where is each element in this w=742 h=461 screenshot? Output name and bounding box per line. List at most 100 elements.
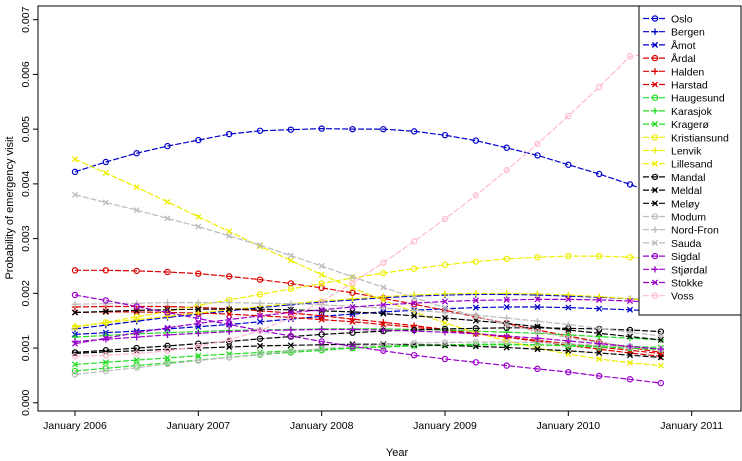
data-point-stokke: [472, 297, 479, 304]
data-point-oslo: [534, 152, 541, 159]
data-point-kragero: [71, 361, 79, 368]
data-point-meloy: [226, 343, 233, 351]
data-point-voss: [472, 192, 480, 199]
data-point-nord-fron: [626, 328, 634, 336]
data-point-voss: [133, 350, 140, 357]
legend-marker: [651, 252, 659, 260]
data-point-halden: [318, 312, 325, 319]
data-point-ardal: [133, 267, 140, 275]
data-point-sigdal: [133, 303, 140, 310]
data-point-oslo: [195, 136, 202, 144]
data-point-kristiansund: [318, 280, 325, 287]
data-point-nord-fron: [133, 299, 140, 307]
data-point-sigdal: [225, 321, 233, 328]
legend-marker: [651, 41, 659, 48]
data-point-voss: [195, 343, 202, 350]
legend-label: Halden: [671, 66, 704, 78]
data-point-kristiansund: [441, 261, 449, 269]
legend-item-mandal: Mandal: [643, 172, 705, 184]
legend-item-halden: Halden: [643, 66, 704, 78]
data-point-harstad: [318, 316, 325, 323]
data-point-stjordal: [133, 333, 140, 341]
data-point-meldal: [596, 330, 603, 337]
legend-label: Oslo: [671, 14, 693, 26]
data-point-ardal: [410, 301, 418, 308]
data-point-nord-fron: [256, 299, 264, 307]
data-point-lenvik: [102, 319, 110, 327]
data-point-oslo: [71, 168, 79, 176]
data-point-modum: [256, 350, 264, 358]
data-point-harstad: [349, 318, 356, 325]
legend-item-nord-fron: Nord-Fron: [643, 225, 719, 237]
data-point-stjordal: [626, 343, 634, 350]
data-point-sauda: [164, 215, 171, 222]
data-point-nord-fron: [380, 304, 387, 312]
legend-label: Harstad: [671, 80, 708, 92]
data-point-sauda: [472, 313, 479, 320]
data-point-modum: [133, 364, 140, 371]
data-point-haugesund: [102, 365, 110, 372]
data-point-stokke: [349, 303, 356, 311]
legend-item-harstad: Harstad: [643, 80, 708, 92]
data-point-amot: [503, 303, 510, 311]
data-point-sauda: [503, 321, 510, 328]
data-point-sauda: [411, 294, 418, 301]
data-point-stokke: [195, 320, 202, 327]
data-point-oslo: [225, 130, 233, 138]
data-point-voss: [534, 140, 541, 148]
data-point-stokke: [626, 297, 634, 305]
series-line-meloy: [74, 343, 661, 358]
data-point-harstad: [226, 311, 233, 318]
series-line-bergen: [74, 293, 661, 330]
data-point-kristiansund: [626, 254, 634, 261]
data-point-stjordal: [287, 326, 295, 334]
data-point-sauda: [380, 284, 387, 291]
data-point-oslo: [102, 158, 110, 166]
data-point-oslo: [410, 128, 418, 135]
data-point-nord-fron: [195, 299, 202, 306]
legend-marker: [651, 292, 659, 299]
data-point-modum: [195, 357, 202, 364]
legend-marker: [651, 68, 659, 75]
data-point-nord-fron: [595, 325, 603, 332]
data-point-kristiansund: [503, 255, 510, 263]
data-point-voss: [349, 279, 356, 287]
data-point-amot: [164, 325, 171, 332]
data-point-sigdal: [503, 362, 510, 369]
data-point-kristiansund: [256, 291, 264, 298]
legend-item-lenvik: Lenvik: [643, 146, 702, 158]
x-tick-label: January 2010: [537, 420, 601, 432]
data-point-stokke: [441, 298, 449, 305]
data-point-kragero: [164, 354, 171, 361]
data-point-amot: [626, 306, 634, 313]
data-point-sigdal: [565, 368, 572, 376]
y-tick-label: 0.005: [20, 116, 32, 142]
legend-marker: [651, 107, 659, 115]
data-point-meloy: [287, 342, 294, 349]
data-point-sigdal: [380, 347, 387, 354]
data-point-kristiansund: [472, 258, 480, 265]
legend-item-kragero: Kragerø: [643, 119, 710, 131]
data-point-oslo: [380, 125, 387, 133]
series-line-sauda: [74, 194, 661, 350]
data-point-lenvik: [534, 290, 541, 298]
data-point-meloy: [657, 354, 664, 361]
data-point-lillesand: [195, 213, 202, 220]
data-point-ardal: [318, 284, 325, 292]
data-point-modum: [410, 339, 418, 347]
data-point-lenvik: [195, 309, 202, 317]
data-point-voss: [626, 53, 634, 60]
legend-item-stokke: Stokke: [643, 278, 703, 290]
data-point-lillesand: [626, 359, 634, 366]
legend-label: Haugesund: [671, 93, 725, 105]
series-line-sigdal: [74, 294, 661, 384]
data-point-meloy: [503, 344, 510, 351]
data-point-voss: [380, 259, 387, 266]
legend-marker: [651, 213, 659, 220]
data-point-oslo: [565, 161, 572, 168]
data-point-nord-fron: [102, 300, 110, 307]
data-point-modum: [441, 339, 449, 346]
data-point-lenvik: [349, 295, 356, 303]
data-point-amot: [472, 304, 479, 311]
x-tick-label: January 2011: [660, 420, 723, 432]
